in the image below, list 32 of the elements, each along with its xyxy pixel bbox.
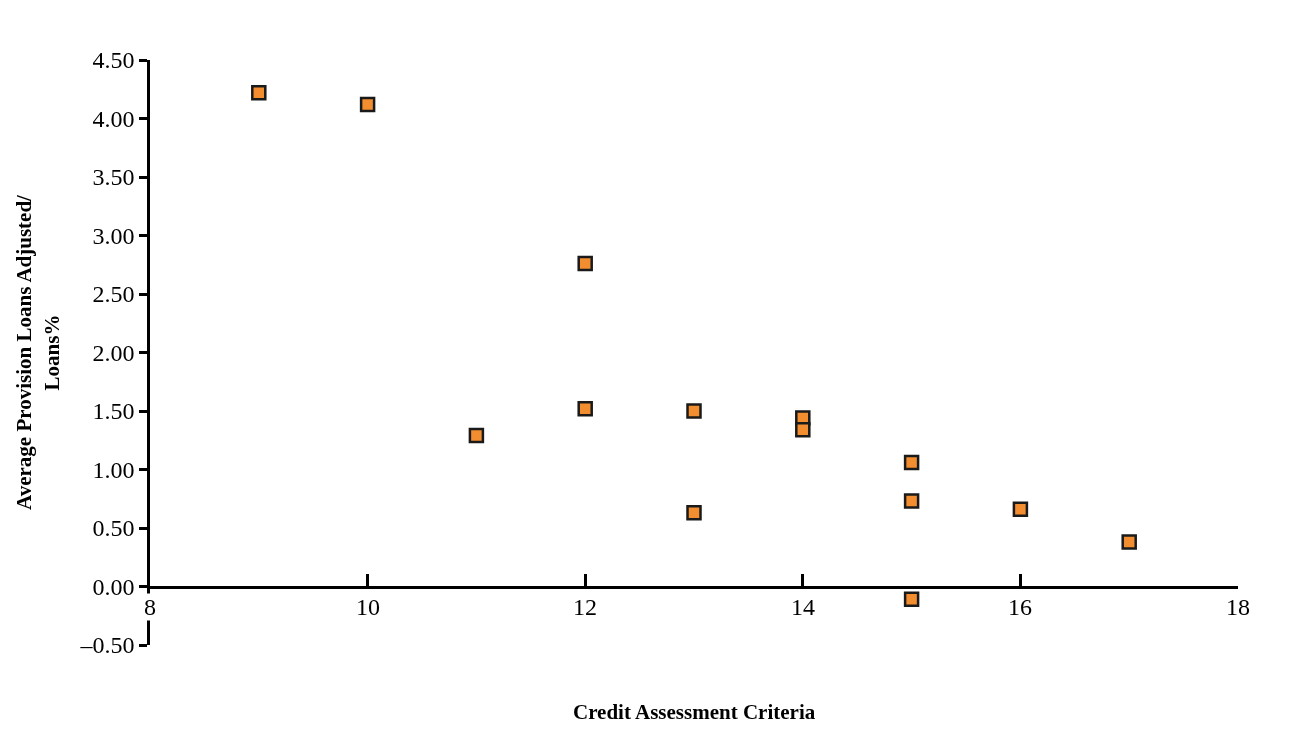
- point: [1012, 501, 1029, 518]
- y-tick-label: 0.50: [92, 515, 135, 542]
- x-tick-label: 18: [1226, 594, 1250, 620]
- y-tick-label: 0.00: [92, 573, 135, 600]
- point: [359, 96, 376, 113]
- point: [903, 454, 920, 471]
- point: [903, 493, 920, 509]
- point: [251, 85, 267, 101]
- x-axis-title: Credit Assessment Criteria: [573, 700, 816, 724]
- y-tick-label: 4.50: [92, 47, 135, 74]
- x-tick-label: 12: [573, 594, 597, 620]
- point: [1121, 534, 1137, 550]
- y-tick-label: 3.50: [92, 164, 135, 191]
- x-tick-label: 8: [144, 594, 156, 620]
- point: [903, 591, 920, 608]
- y-tick-label: 2.50: [92, 281, 135, 308]
- x-tick-label: 14: [791, 594, 815, 620]
- y-tick-label: 2.00: [92, 339, 135, 366]
- point: [577, 400, 593, 417]
- point: [686, 505, 702, 521]
- point: [795, 421, 811, 438]
- point: [468, 427, 485, 444]
- point: [577, 255, 593, 272]
- y-tick-label: 1.50: [92, 398, 135, 425]
- y-tick-label: 4.00: [92, 105, 135, 132]
- y-tick-label: 1.00: [92, 456, 135, 483]
- x-tick-label: 16: [1008, 594, 1032, 620]
- point: [686, 403, 702, 419]
- y-tick-label: –0.50: [79, 632, 135, 659]
- y-axis-title: Average Provision Loans Adjusted/ Loans%: [12, 193, 64, 510]
- y-tick-label: 3.00: [92, 222, 135, 249]
- x-tick-label: 10: [356, 594, 380, 620]
